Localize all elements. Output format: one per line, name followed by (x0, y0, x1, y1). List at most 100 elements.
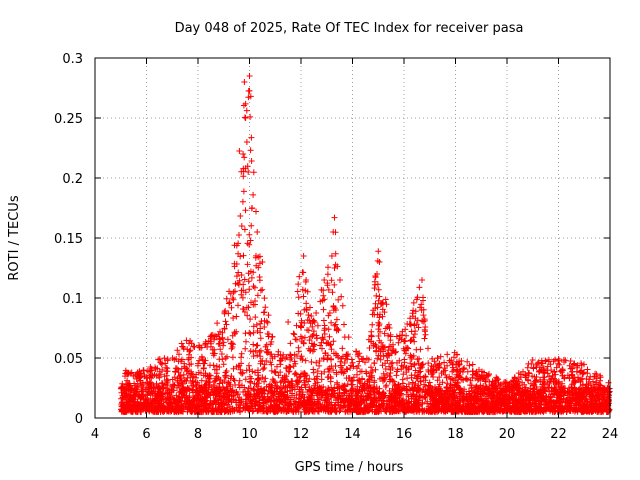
data-point (247, 316, 254, 323)
data-point (464, 358, 471, 365)
data-point (368, 332, 375, 339)
data-point (524, 376, 531, 383)
data-point (314, 322, 321, 329)
data-point (225, 379, 232, 386)
data-point (307, 304, 313, 311)
data-point (591, 400, 598, 407)
data-point (216, 393, 223, 400)
data-point (200, 360, 207, 367)
data-point (417, 304, 423, 311)
data-point (235, 381, 242, 388)
data-point (564, 388, 571, 395)
data-point (295, 310, 302, 317)
data-point (325, 405, 332, 412)
data-point (409, 379, 416, 386)
data-point (270, 402, 277, 409)
data-point (482, 377, 489, 383)
data-point (314, 379, 321, 386)
data-point (393, 348, 399, 355)
data-point (419, 406, 426, 413)
data-point (581, 388, 588, 395)
data-point (339, 366, 346, 373)
data-point (381, 330, 388, 337)
data-point (570, 378, 577, 384)
data-point (186, 387, 193, 394)
data-point (365, 336, 372, 343)
data-point (443, 385, 450, 392)
data-point (370, 391, 377, 398)
data-point (229, 354, 236, 361)
data-point (199, 396, 206, 403)
data-point (232, 288, 238, 295)
data-point (246, 286, 253, 293)
data-point (373, 292, 380, 299)
data-point (453, 366, 460, 373)
data-point (328, 363, 335, 370)
data-point (243, 107, 250, 114)
data-point (417, 378, 424, 384)
data-point (407, 337, 414, 344)
data-point (147, 390, 154, 397)
data-point (339, 397, 346, 404)
data-point (407, 391, 414, 398)
x-axis-label: GPS time / hours (295, 460, 404, 475)
data-point (119, 399, 125, 406)
data-point (256, 253, 263, 260)
data-point (291, 358, 298, 365)
data-point (331, 281, 338, 288)
data-point (153, 380, 160, 387)
data-point (389, 385, 396, 392)
data-point (259, 404, 266, 411)
data-point (388, 360, 395, 367)
data-point (299, 286, 306, 293)
data-point (240, 168, 247, 175)
data-point (398, 336, 405, 343)
data-point (176, 351, 182, 358)
data-point (224, 401, 230, 408)
data-point (179, 389, 186, 396)
data-point (198, 353, 205, 360)
data-point (229, 295, 236, 302)
data-point (192, 395, 199, 402)
data-point (385, 351, 392, 358)
data-point (489, 407, 496, 413)
data-point (210, 362, 217, 369)
data-point (183, 398, 190, 405)
data-point (259, 394, 266, 401)
data-point (499, 408, 506, 415)
data-point (572, 390, 579, 397)
data-point (148, 385, 155, 392)
data-point (578, 367, 585, 374)
data-point (458, 376, 465, 383)
data-point (368, 388, 374, 395)
data-point (293, 381, 300, 388)
data-point (405, 404, 412, 411)
data-point (275, 372, 282, 379)
data-point (313, 359, 320, 366)
data-point (380, 370, 387, 377)
data-point (167, 394, 174, 401)
data-point (248, 375, 255, 382)
data-point (242, 165, 249, 172)
data-point (507, 407, 514, 414)
data-point (401, 359, 408, 366)
data-point (449, 397, 456, 404)
data-point (449, 375, 455, 382)
data-point (176, 382, 183, 389)
data-point (371, 285, 378, 292)
data-point (246, 87, 253, 94)
data-point (303, 300, 310, 307)
data-point (390, 378, 397, 385)
data-point (495, 390, 501, 397)
data-point (567, 358, 574, 364)
data-point (248, 274, 255, 281)
data-point (334, 352, 340, 359)
data-point (249, 408, 256, 415)
data-point (296, 386, 303, 393)
data-point (408, 356, 415, 362)
data-point (187, 399, 194, 406)
data-point (132, 408, 139, 415)
data-point (467, 377, 474, 384)
data-point (431, 358, 438, 365)
data-point (286, 363, 293, 370)
